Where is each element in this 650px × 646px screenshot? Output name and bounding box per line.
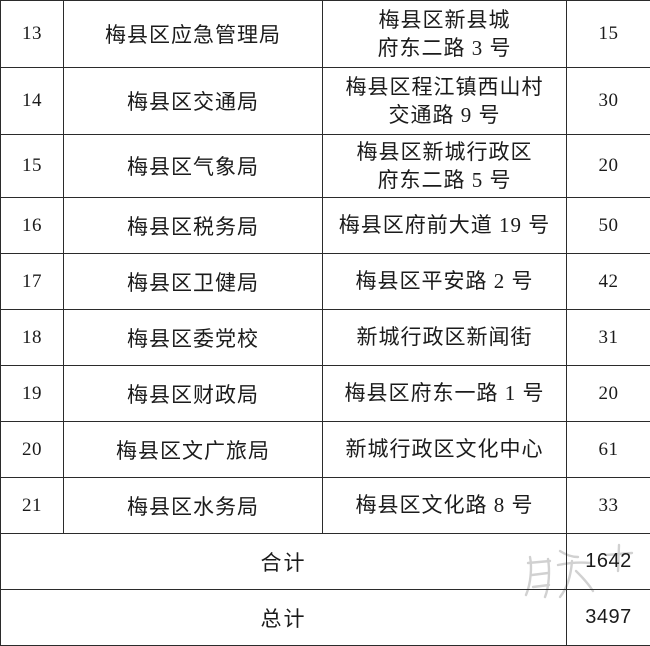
row-index-cell: 13 bbox=[1, 1, 64, 68]
address-line: 交通路 9 号 bbox=[325, 101, 564, 129]
row-unit-name-cell: 梅县区水务局 bbox=[64, 478, 323, 534]
grandtotal-value-cell: 3497 bbox=[567, 590, 650, 646]
address-line: 梅县区府东一路 1 号 bbox=[325, 379, 564, 407]
table-row-grandtotal: 总计 3497 bbox=[1, 590, 650, 646]
row-index-cell: 19 bbox=[1, 366, 64, 422]
row-address-cell: 梅县区府东一路 1 号 bbox=[323, 366, 567, 422]
row-address-cell: 梅县区程江镇西山村 交通路 9 号 bbox=[323, 68, 567, 135]
row-unit-name-cell: 梅县区气象局 bbox=[64, 135, 323, 198]
row-unit-name-cell: 梅县区委党校 bbox=[64, 310, 323, 366]
table-row: 13 梅县区应急管理局 梅县区新县城 府东二路 3 号 15 bbox=[1, 1, 650, 68]
row-address-cell: 梅县区府前大道 19 号 bbox=[323, 198, 567, 254]
table-row: 19 梅县区财政局 梅县区府东一路 1 号 20 bbox=[1, 366, 650, 422]
address-line: 梅县区平安路 2 号 bbox=[325, 267, 564, 295]
address-line: 梅县区程江镇西山村 bbox=[325, 73, 564, 101]
row-index-cell: 14 bbox=[1, 68, 64, 135]
address-line: 新城行政区新闻街 bbox=[325, 323, 564, 351]
table-row: 15 梅县区气象局 梅县区新城行政区 府东二路 5 号 20 bbox=[1, 135, 650, 198]
address-line: 梅县区府前大道 19 号 bbox=[325, 211, 564, 239]
row-index-cell: 21 bbox=[1, 478, 64, 534]
row-count-cell: 42 bbox=[567, 254, 650, 310]
row-unit-name-cell: 梅县区交通局 bbox=[64, 68, 323, 135]
table-row: 21 梅县区水务局 梅县区文化路 8 号 33 bbox=[1, 478, 650, 534]
row-unit-name-cell: 梅县区税务局 bbox=[64, 198, 323, 254]
subtotal-value-cell: 1642 bbox=[567, 534, 650, 590]
table-row: 20 梅县区文广旅局 新城行政区文化中心 61 bbox=[1, 422, 650, 478]
table-row-subtotal: 合计 1642 bbox=[1, 534, 650, 590]
row-count-cell: 31 bbox=[567, 310, 650, 366]
row-index-cell: 18 bbox=[1, 310, 64, 366]
table-row: 18 梅县区委党校 新城行政区新闻街 31 bbox=[1, 310, 650, 366]
row-index-cell: 15 bbox=[1, 135, 64, 198]
subtotal-label-cell: 合计 bbox=[1, 534, 567, 590]
grandtotal-label-cell: 总计 bbox=[1, 590, 567, 646]
row-address-cell: 梅县区文化路 8 号 bbox=[323, 478, 567, 534]
row-index-cell: 20 bbox=[1, 422, 64, 478]
row-count-cell: 50 bbox=[567, 198, 650, 254]
address-line: 新城行政区文化中心 bbox=[325, 435, 564, 463]
address-line: 梅县区新城行政区 bbox=[325, 138, 564, 166]
address-line: 府东二路 3 号 bbox=[325, 34, 564, 62]
address-line: 梅县区文化路 8 号 bbox=[325, 491, 564, 519]
row-index-cell: 16 bbox=[1, 198, 64, 254]
row-address-cell: 梅县区平安路 2 号 bbox=[323, 254, 567, 310]
address-line: 府东二路 5 号 bbox=[325, 166, 564, 194]
row-unit-name-cell: 梅县区文广旅局 bbox=[64, 422, 323, 478]
row-address-cell: 新城行政区文化中心 bbox=[323, 422, 567, 478]
row-unit-name-cell: 梅县区应急管理局 bbox=[64, 1, 323, 68]
table-row: 17 梅县区卫健局 梅县区平安路 2 号 42 bbox=[1, 254, 650, 310]
row-unit-name-cell: 梅县区卫健局 bbox=[64, 254, 323, 310]
table-row: 14 梅县区交通局 梅县区程江镇西山村 交通路 9 号 30 bbox=[1, 68, 650, 135]
row-address-cell: 梅县区新县城 府东二路 3 号 bbox=[323, 1, 567, 68]
table-row: 16 梅县区税务局 梅县区府前大道 19 号 50 bbox=[1, 198, 650, 254]
address-line: 梅县区新县城 bbox=[325, 6, 564, 34]
row-index-cell: 17 bbox=[1, 254, 64, 310]
row-count-cell: 33 bbox=[567, 478, 650, 534]
row-count-cell: 61 bbox=[567, 422, 650, 478]
row-count-cell: 20 bbox=[567, 366, 650, 422]
row-count-cell: 15 bbox=[567, 1, 650, 68]
row-address-cell: 新城行政区新闻街 bbox=[323, 310, 567, 366]
row-count-cell: 30 bbox=[567, 68, 650, 135]
row-count-cell: 20 bbox=[567, 135, 650, 198]
row-unit-name-cell: 梅县区财政局 bbox=[64, 366, 323, 422]
row-address-cell: 梅县区新城行政区 府东二路 5 号 bbox=[323, 135, 567, 198]
